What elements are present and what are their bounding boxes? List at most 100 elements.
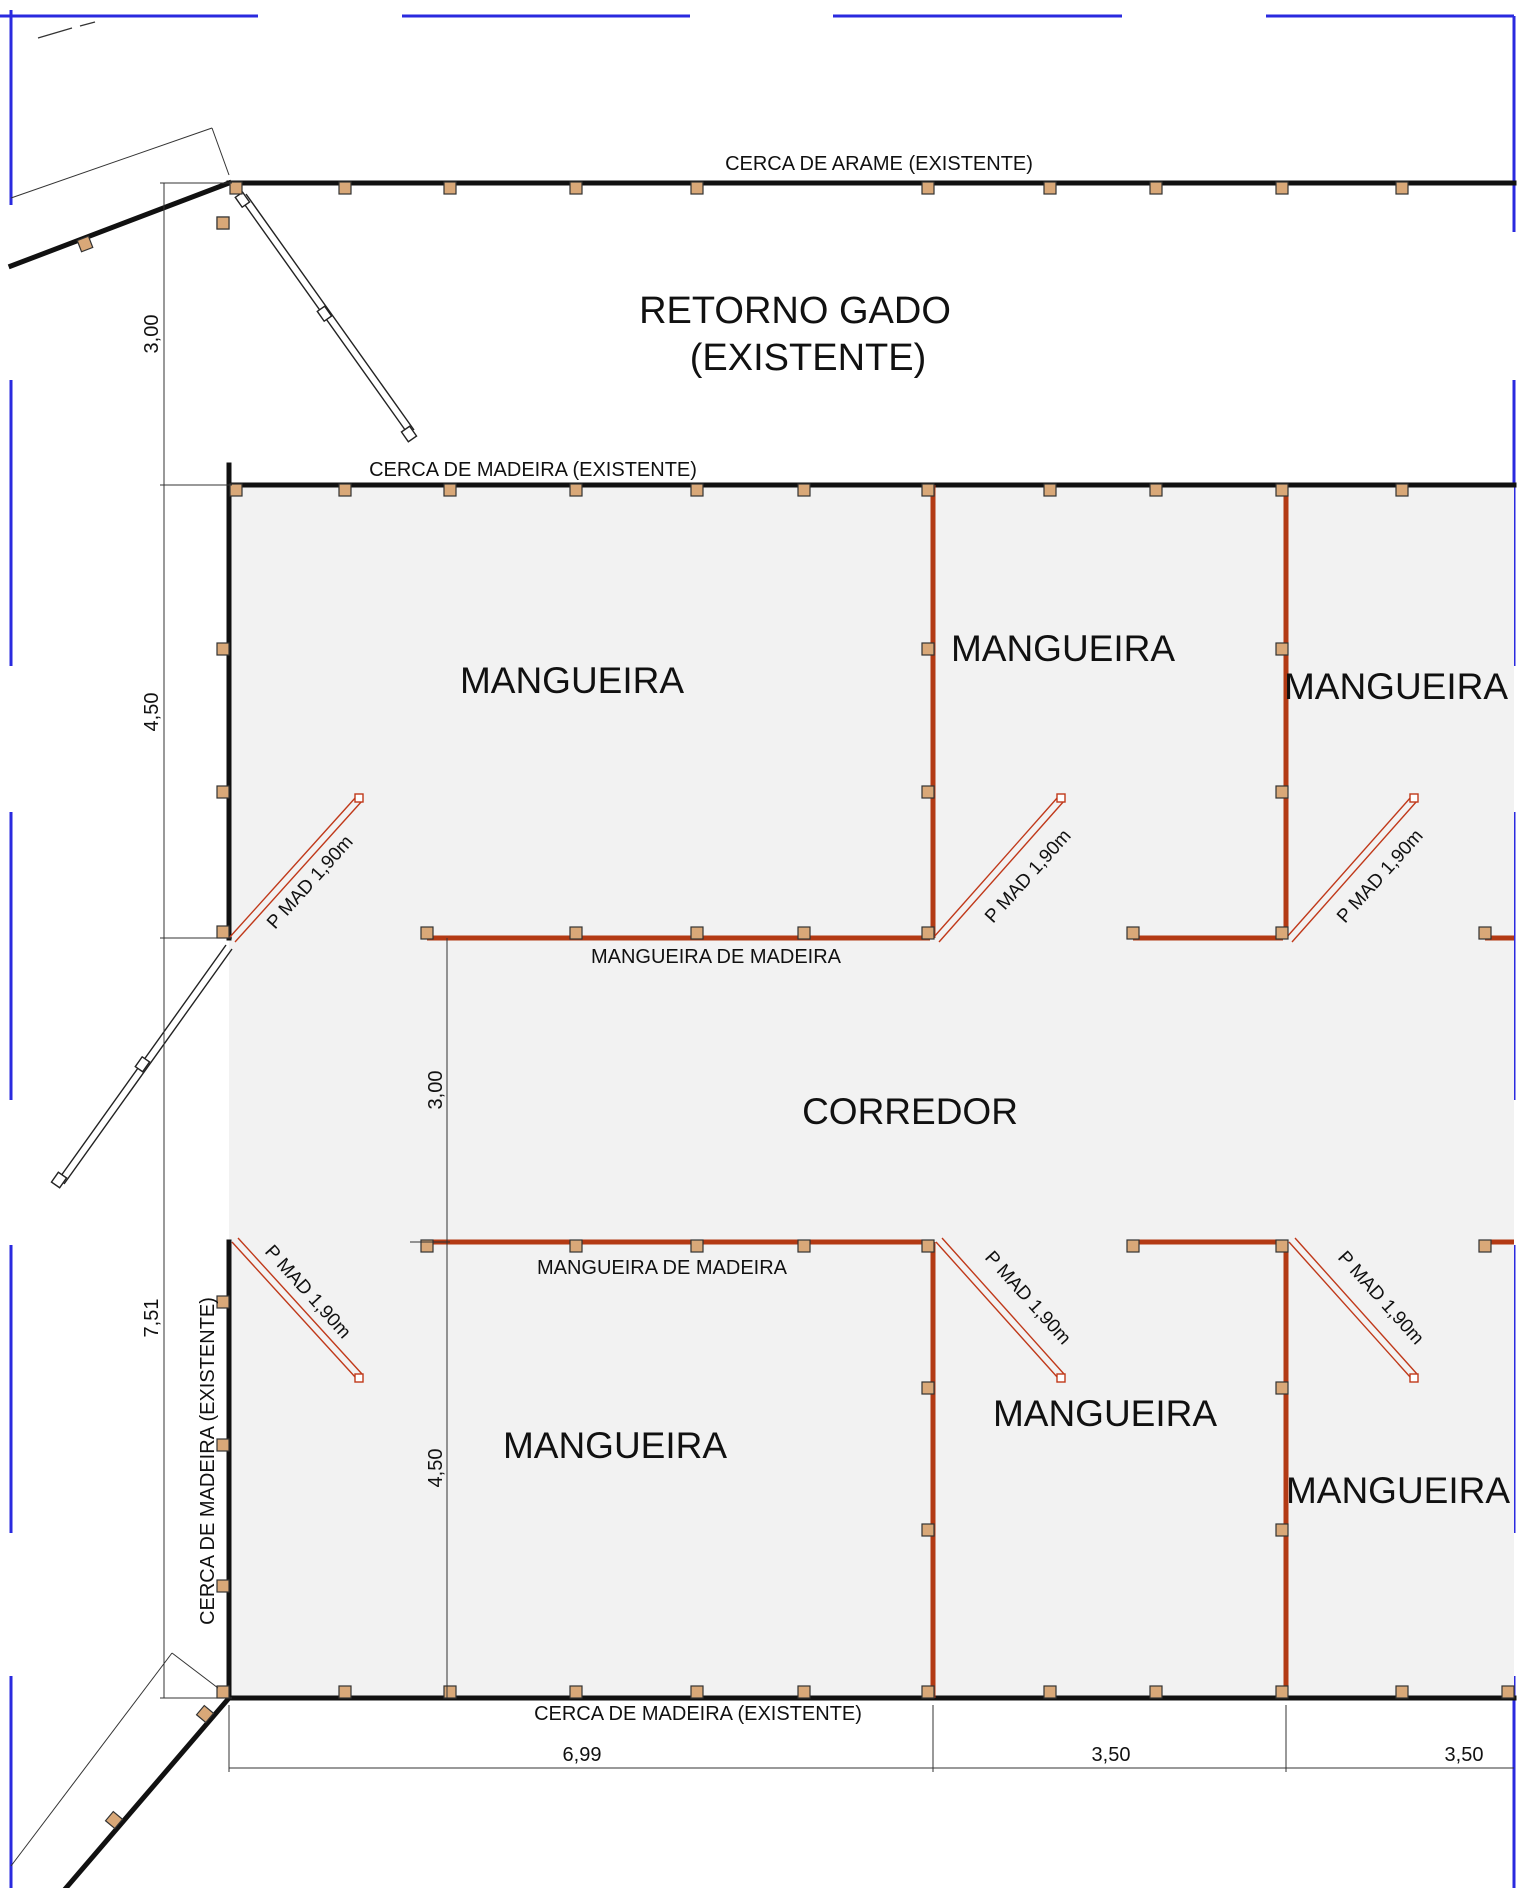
fence-post bbox=[216, 785, 230, 799]
fence-post bbox=[1275, 642, 1289, 656]
fence-post bbox=[690, 1685, 704, 1699]
wood-fence-bottom-diagonal bbox=[62, 1694, 233, 1888]
fence-post bbox=[921, 483, 935, 497]
new-fences bbox=[427, 485, 1514, 1698]
fence-post bbox=[1478, 1239, 1492, 1253]
fence-post bbox=[690, 1239, 704, 1253]
fence-post bbox=[1149, 181, 1163, 195]
work-area-fill bbox=[229, 485, 1514, 1698]
fence-post bbox=[1043, 483, 1057, 497]
fence-post bbox=[1275, 785, 1289, 799]
dim-bottom-3: 3,50 bbox=[1445, 1744, 1484, 1766]
fence-post bbox=[569, 1239, 583, 1253]
fence-post bbox=[76, 235, 94, 253]
cerca-madeira-left-label: CERCA DE MADEIRA (EXISTENTE) bbox=[197, 1297, 219, 1625]
dim-bottom-1: 6,99 bbox=[563, 1744, 602, 1766]
fence-post bbox=[690, 483, 704, 497]
fence-post bbox=[216, 925, 230, 939]
mangueira-madeira-lower-label: MANGUEIRA DE MADEIRA bbox=[537, 1257, 788, 1279]
fence-post bbox=[1501, 1685, 1515, 1699]
fence-post bbox=[338, 1685, 352, 1699]
fence-post bbox=[216, 1685, 230, 1699]
dim-top-left: 3,00 bbox=[141, 315, 163, 354]
corner-ticks bbox=[37, 21, 96, 39]
fence-post bbox=[569, 1685, 583, 1699]
fence-post bbox=[229, 181, 243, 195]
fence-post bbox=[797, 483, 811, 497]
retorno-gado-subtitle: (EXISTENTE) bbox=[690, 337, 926, 379]
gate-lower-2 bbox=[935, 1237, 1066, 1383]
fence-post bbox=[1275, 181, 1289, 195]
fence-post bbox=[1395, 1685, 1409, 1699]
fence-post bbox=[1275, 483, 1289, 497]
fence-post bbox=[1043, 1685, 1057, 1699]
fence-post bbox=[1126, 1239, 1140, 1253]
mangueira-madeira-upper-label: MANGUEIRA DE MADEIRA bbox=[591, 946, 842, 968]
fence-post bbox=[797, 926, 811, 940]
fence-post bbox=[1126, 926, 1140, 940]
gate-lower-3 bbox=[1288, 1237, 1419, 1383]
dimension-lines bbox=[10, 127, 1514, 1867]
dim-upper-left: 4,50 bbox=[141, 693, 163, 732]
fence-post bbox=[216, 1438, 230, 1452]
cerca-madeira-top-label: CERCA DE MADEIRA (EXISTENTE) bbox=[369, 459, 697, 481]
existing-fences bbox=[7, 179, 1517, 1888]
fence-post bbox=[1275, 926, 1289, 940]
gate-upper-2 bbox=[932, 793, 1066, 943]
fence-post bbox=[921, 1381, 935, 1395]
dim-lower-inner: 4,50 bbox=[425, 1449, 447, 1488]
mangueira-label-lower-1: MANGUEIRA bbox=[503, 1425, 727, 1466]
fence-post bbox=[1275, 1381, 1289, 1395]
fence-post bbox=[1395, 483, 1409, 497]
fence-posts bbox=[76, 181, 1515, 1830]
existing-gate-top bbox=[234, 191, 418, 443]
fence-post bbox=[104, 1810, 124, 1830]
fence-post bbox=[338, 483, 352, 497]
fence-post bbox=[1478, 926, 1492, 940]
fence-post bbox=[1043, 181, 1057, 195]
fence-post bbox=[569, 926, 583, 940]
mangueira-label-upper-1: MANGUEIRA bbox=[460, 660, 684, 701]
cerca-madeira-bottom-label: CERCA DE MADEIRA (EXISTENTE) bbox=[534, 1703, 862, 1725]
dim-corridor: 3,00 bbox=[425, 1071, 447, 1110]
fence-post bbox=[443, 1685, 457, 1699]
fence-post bbox=[1395, 181, 1409, 195]
fence-post bbox=[229, 483, 243, 497]
fence-post bbox=[1275, 1239, 1289, 1253]
retorno-gado-title: RETORNO GADO bbox=[639, 290, 951, 332]
cerca-arame-label: CERCA DE ARAME (EXISTENTE) bbox=[725, 153, 1033, 175]
fence-post bbox=[921, 926, 935, 940]
mangueira-label-lower-3: MANGUEIRA bbox=[1286, 1470, 1510, 1511]
fence-post bbox=[338, 181, 352, 195]
gate-left-upper bbox=[228, 793, 364, 943]
fence-post bbox=[921, 785, 935, 799]
fence-post bbox=[569, 483, 583, 497]
fence-post bbox=[921, 1685, 935, 1699]
existing-gate-left bbox=[50, 944, 233, 1189]
dim-bottom-2: 3,50 bbox=[1092, 1744, 1131, 1766]
fence-post bbox=[1275, 1523, 1289, 1537]
fence-post bbox=[921, 181, 935, 195]
gate-left-lower bbox=[231, 1237, 364, 1383]
fence-post bbox=[443, 483, 457, 497]
fence-post bbox=[216, 1579, 230, 1593]
fence-post bbox=[1275, 1685, 1289, 1699]
dim-total-left: 7,51 bbox=[141, 1299, 163, 1338]
fence-post bbox=[921, 642, 935, 656]
mangueira-label-upper-3: MANGUEIRA bbox=[1284, 666, 1508, 707]
fence-post bbox=[921, 1523, 935, 1537]
fence-post bbox=[420, 926, 434, 940]
fence-post bbox=[797, 1239, 811, 1253]
fence-post bbox=[420, 1239, 434, 1253]
mangueira-label-upper-2: MANGUEIRA bbox=[951, 628, 1175, 669]
fence-post bbox=[1149, 1685, 1163, 1699]
fence-post bbox=[443, 181, 457, 195]
fence-post bbox=[216, 1295, 230, 1309]
fence-post bbox=[195, 1704, 215, 1724]
gate-upper-3 bbox=[1285, 793, 1419, 943]
fence-post bbox=[216, 216, 230, 230]
existing-gates bbox=[50, 191, 418, 1189]
fence-post bbox=[216, 642, 230, 656]
fence-post bbox=[690, 181, 704, 195]
